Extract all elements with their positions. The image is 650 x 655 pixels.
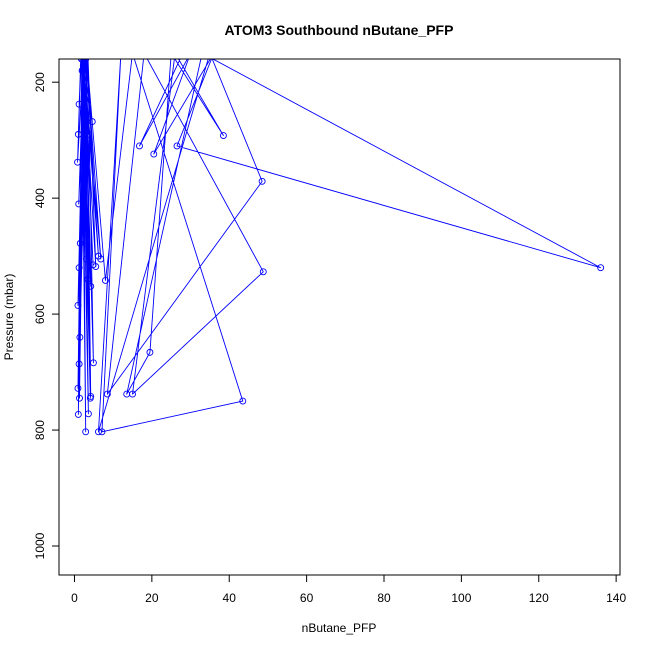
data-point <box>103 390 111 398</box>
y-tick-label: 200 <box>33 72 47 92</box>
data-point <box>75 264 83 272</box>
data-point <box>81 59 88 63</box>
data-point <box>74 410 82 418</box>
data-point <box>76 333 84 341</box>
data-point <box>259 268 267 276</box>
data-point <box>97 255 105 263</box>
data-point <box>101 277 109 284</box>
y-tick-label: 800 <box>33 420 47 440</box>
data-point <box>146 348 154 356</box>
data-point <box>173 142 181 150</box>
data-point <box>76 394 83 402</box>
y-tick-label: 600 <box>33 304 47 324</box>
x-tick-label: 140 <box>606 591 626 605</box>
data-point <box>77 59 85 63</box>
y-axis: 200 400 600 800 1000 <box>33 72 60 559</box>
y-tick-label: 400 <box>33 188 47 208</box>
data-point <box>95 428 102 436</box>
data-point <box>219 132 227 139</box>
data-point <box>83 255 90 263</box>
data-point <box>87 392 95 400</box>
data-point <box>239 397 247 405</box>
data-point <box>84 275 92 283</box>
data-point <box>136 142 143 150</box>
data-point <box>123 390 131 398</box>
x-tick-label: 40 <box>223 591 237 605</box>
x-axis: 0 20 40 60 80 100 120 140 <box>71 574 626 605</box>
y-tick-label: 1000 <box>33 532 47 559</box>
data-point <box>74 158 82 166</box>
data-point <box>84 130 92 138</box>
data-point <box>597 264 605 272</box>
data-point <box>150 150 158 158</box>
x-tick-label: 100 <box>451 591 471 605</box>
data-point <box>74 384 82 392</box>
x-tick-label: 60 <box>300 591 314 605</box>
data-point <box>82 428 90 436</box>
data-point <box>258 177 266 185</box>
y-axis-label: Pressure (mbar) <box>2 274 16 361</box>
x-axis-label: nButane_PFP <box>302 621 377 635</box>
data-point <box>75 100 83 108</box>
data-point <box>74 130 82 138</box>
data-point <box>89 359 97 367</box>
data-point <box>76 239 84 247</box>
data-point <box>75 360 83 368</box>
series-line <box>77 59 602 433</box>
data-point <box>98 428 106 436</box>
data-point <box>87 282 95 290</box>
x-tick-label: 0 <box>71 591 78 605</box>
data-point <box>88 118 96 126</box>
x-tick-label: 80 <box>377 591 391 605</box>
x-tick-label: 20 <box>145 591 159 605</box>
chart-title: ATOM3 Southbound nButane_PFP <box>225 22 454 38</box>
x-tick-label: 120 <box>529 591 549 605</box>
data-point <box>75 200 83 208</box>
series-layer <box>74 59 605 436</box>
data-point <box>92 263 100 271</box>
data-point <box>84 410 92 418</box>
data-point <box>74 301 82 309</box>
